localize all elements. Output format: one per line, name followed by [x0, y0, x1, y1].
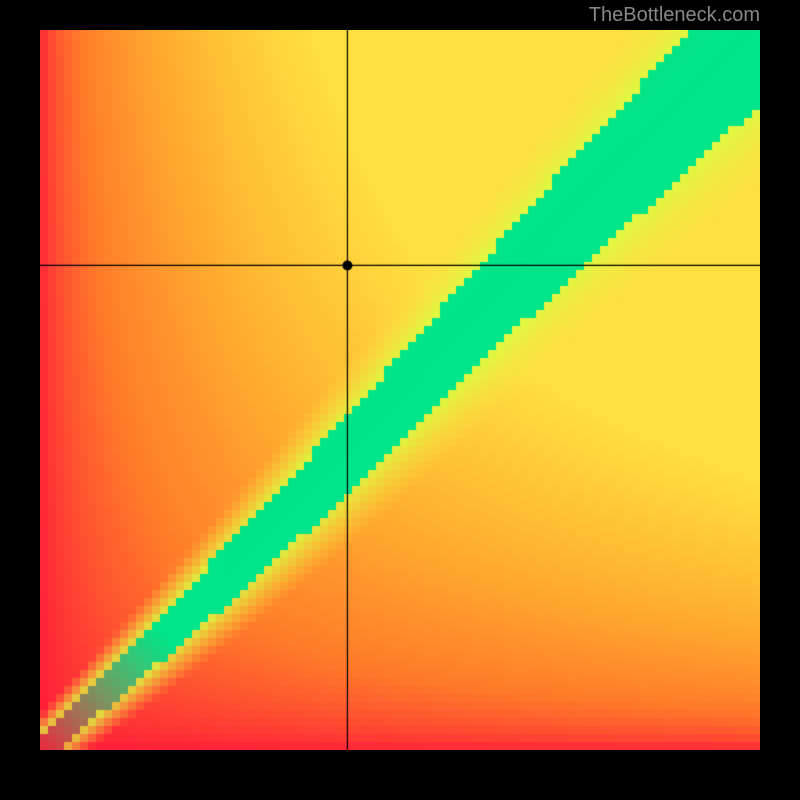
- watermark-text: TheBottleneck.com: [589, 4, 760, 27]
- bottleneck-heatmap: [40, 30, 760, 750]
